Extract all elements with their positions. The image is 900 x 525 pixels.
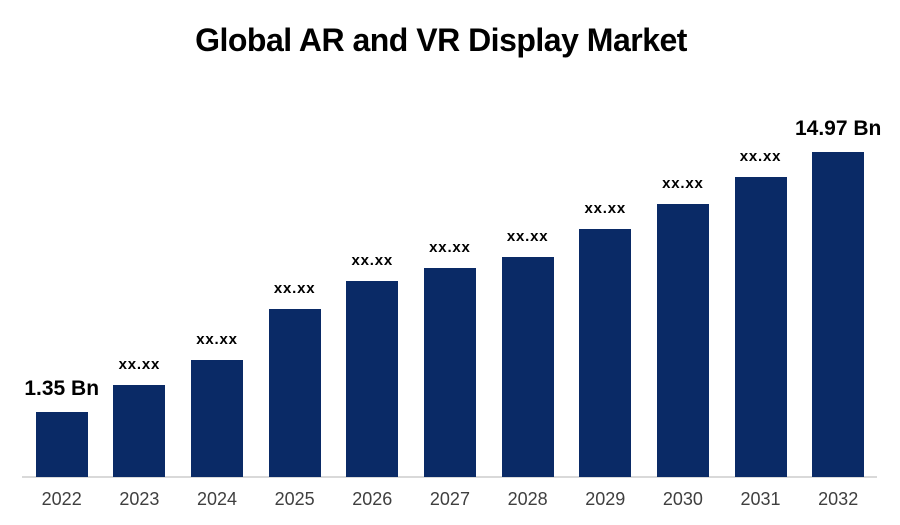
x-tick-2029: 2029 [585,489,626,509]
x-tick-2028: 2028 [507,489,548,509]
bar-2027 [423,268,476,477]
bar-2024 [191,360,243,477]
bar-2026 [346,281,399,477]
bar-2031 [734,177,787,477]
value-label-2030: xx.xx [662,174,704,192]
value-label-2032: 14.97 Bn [794,116,882,140]
x-tick-2031: 2031 [740,489,781,509]
x-tick-2022: 2022 [41,489,82,509]
value-label-2023: xx.xx [118,355,161,373]
value-label-2022: 1.35 Bn [24,376,100,400]
value-label-2026: xx.xx [351,251,394,269]
bar-2032 [812,152,865,477]
value-label-2027: xx.xx [429,238,471,256]
value-label-2025: xx.xx [273,279,316,297]
x-tick-2023: 2023 [119,489,160,509]
value-label-2028: xx.xx [506,227,549,245]
value-label-2031: xx.xx [739,147,782,165]
x-tick-2025: 2025 [274,489,315,509]
bar-2025 [268,309,321,477]
bar-2028 [501,257,554,477]
x-tick-2024: 2024 [196,489,238,509]
bar-2029 [579,229,632,477]
x-tick-2027: 2027 [429,489,470,509]
x-tick-2032: 2032 [818,489,859,509]
x-tick-2030: 2030 [662,489,703,509]
x-tick-2026: 2026 [352,489,393,509]
bar-2030 [656,204,709,477]
value-label-2029: xx.xx [584,199,627,217]
bar-2023 [113,385,166,477]
value-label-2024: xx.xx [196,330,238,348]
x-axis-line [22,476,877,478]
chart-title: Global AR and VR Display Market [195,22,687,58]
bar-2022 [35,412,88,477]
